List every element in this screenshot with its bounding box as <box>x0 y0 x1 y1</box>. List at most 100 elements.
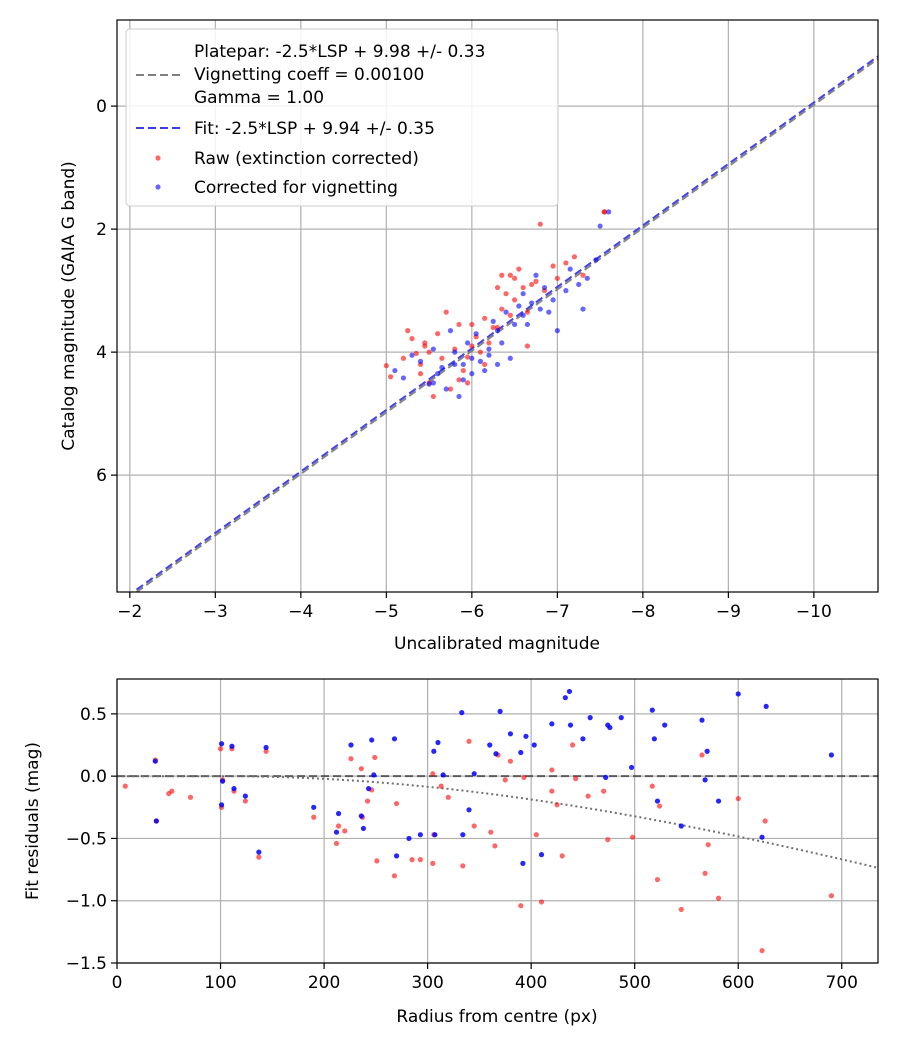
corrected-residual-point <box>587 715 593 721</box>
corrected-residual-point <box>531 742 537 748</box>
raw-residual-point <box>549 788 555 794</box>
top-y-tick-label: 6 <box>96 466 107 486</box>
corrected-residual-point <box>152 758 158 764</box>
corrected-residual-point <box>678 823 684 829</box>
corrected-residual-point <box>497 708 503 714</box>
corrected-point <box>507 355 513 361</box>
raw-point <box>529 281 535 288</box>
bottom-x-tick-label: 600 <box>722 973 754 993</box>
corrected-residual-point <box>231 786 237 792</box>
corrected-residual-point <box>618 715 624 721</box>
raw-point <box>422 340 428 346</box>
bottom-y-tick-label: 0.0 <box>80 767 107 787</box>
raw-point <box>477 349 483 355</box>
corrected-residual-point <box>218 802 225 808</box>
raw-point <box>537 221 543 227</box>
raw-point <box>469 343 475 349</box>
corrected-point <box>499 340 505 346</box>
raw-residual-point <box>348 756 354 762</box>
top-x-tick-label: −4 <box>288 602 313 622</box>
vignetting-curve <box>117 775 878 869</box>
raw-point <box>554 275 560 281</box>
corrected-point <box>567 266 573 272</box>
raw-residual-point <box>735 795 741 802</box>
raw-residual-point <box>828 893 835 899</box>
raw-point <box>383 363 389 369</box>
raw-point <box>464 354 471 360</box>
corrected-point <box>512 321 518 328</box>
raw-point <box>469 321 475 328</box>
corrected-point <box>546 309 552 315</box>
top-legend: Platepar: -2.5*LSP + 9.98 +/- 0.33 Vigne… <box>125 28 559 207</box>
raw-point <box>507 272 513 278</box>
corrected-point <box>593 257 599 263</box>
raw-point <box>494 284 501 291</box>
raw-residual-point <box>605 837 611 843</box>
bottom-x-tick-label: 0 <box>112 973 123 993</box>
corrected-point <box>417 358 424 364</box>
raw-point <box>490 324 496 331</box>
raw-residual-point <box>715 895 722 901</box>
corrected-residual-point <box>431 748 437 754</box>
bottom-x-tick-label: 300 <box>411 973 443 993</box>
corrected-residual-point <box>735 691 741 697</box>
corrected-point <box>597 223 603 229</box>
corrected-point <box>452 361 458 368</box>
raw-residual-point <box>391 873 398 879</box>
top-y-tick-label: 4 <box>96 343 107 363</box>
raw-point <box>417 371 424 377</box>
raw-residual-point <box>263 748 269 754</box>
corrected-residual-point <box>242 793 248 799</box>
corrected-residual-point <box>335 810 342 817</box>
corrected-point <box>477 358 483 364</box>
raw-point <box>439 355 445 361</box>
raw-point <box>447 386 454 392</box>
raw-residual-point <box>372 754 378 761</box>
corrected-point <box>439 364 445 371</box>
corrected-point <box>516 303 522 309</box>
raw-residual-point <box>409 857 415 863</box>
corrected-point <box>473 331 479 337</box>
corrected-residual-point <box>406 835 412 842</box>
legend-gamma-label: Gamma = 1.00 <box>194 88 324 108</box>
top-axes-frame <box>116 19 879 593</box>
raw-residual-point <box>601 788 607 794</box>
corrected-residual-point <box>654 798 661 804</box>
raw-point <box>482 361 488 368</box>
corrected-residual-point <box>391 736 398 742</box>
raw-point <box>435 331 441 337</box>
raw-residual-point <box>654 876 661 883</box>
corrected-residual-point <box>628 764 635 771</box>
raw-residual-point <box>502 777 508 783</box>
raw-residual-point <box>533 832 539 838</box>
corrected-point <box>494 361 501 368</box>
top-x-axis-label: Uncalibrated magnitude <box>394 634 600 654</box>
corrected-residual-point <box>358 813 364 819</box>
corrected-point <box>469 355 475 361</box>
corrected-residual-point <box>493 751 499 757</box>
raw-point <box>580 272 586 278</box>
raw-point <box>430 393 436 400</box>
corrected-point <box>606 209 612 215</box>
raw-point <box>405 328 411 334</box>
raw-residual-point <box>762 818 768 824</box>
raw-residual-point <box>169 788 175 794</box>
raw-residual-point <box>518 903 524 909</box>
raw-residual-point <box>507 758 514 764</box>
raw-residual-point <box>471 823 477 829</box>
raw-point <box>443 309 449 315</box>
raw-residual-point <box>460 863 466 869</box>
corrected-point <box>486 346 492 352</box>
raw-point <box>524 343 531 349</box>
top-y-tick-label: 0 <box>96 97 107 117</box>
corrected-point <box>435 371 441 377</box>
top-x-ticks: −2 −3 −4 −5 −6 −7 −8 −9 −10 <box>117 592 832 622</box>
legend-fit-label: Fit: -2.5*LSP + 9.94 +/- 0.35 <box>194 119 435 139</box>
raw-point <box>456 321 462 328</box>
corrected-residual-point <box>607 724 613 731</box>
corrected-point <box>520 291 526 297</box>
corrected-residual-point <box>518 749 524 756</box>
raw-residual-point <box>573 776 579 782</box>
top-chart: −2 −3 −4 −5 −6 −7 −8 −9 −10 0 2 4 6 Uncalibrated ma… <box>59 19 879 654</box>
corrected-residual-point <box>333 829 340 835</box>
